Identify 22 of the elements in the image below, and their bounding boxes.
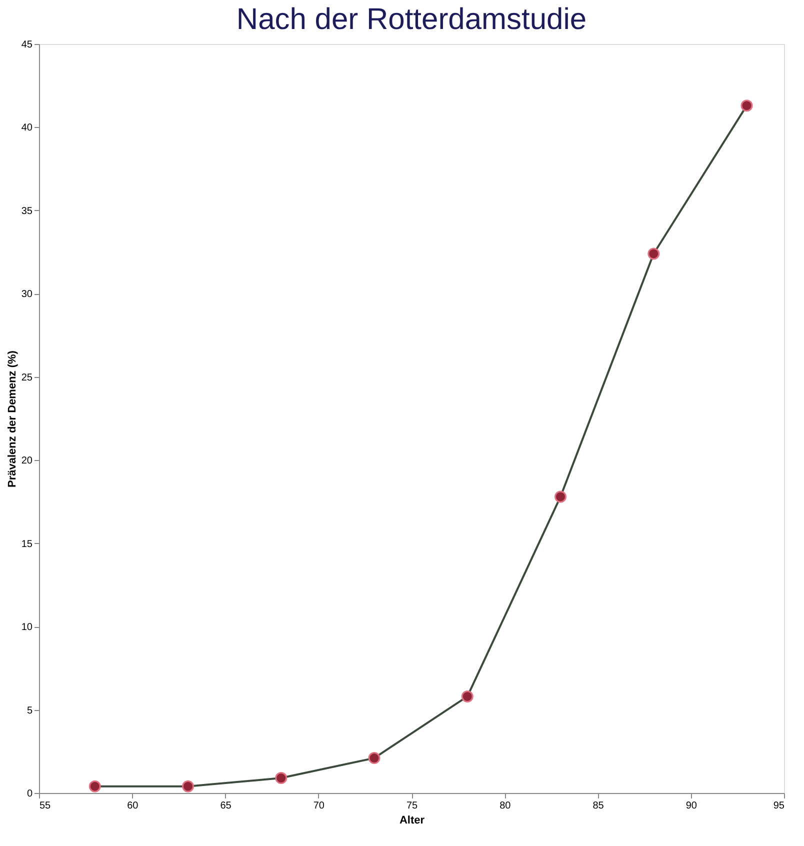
y-tick-label: 40 (21, 122, 33, 134)
x-tick-label: 55 (40, 800, 52, 812)
x-tick-label: 60 (127, 800, 139, 812)
x-tick-label: 90 (686, 800, 698, 812)
y-tick-label: 15 (21, 538, 33, 550)
y-tick-label: 25 (21, 372, 33, 384)
x-tick-label: 65 (220, 800, 232, 812)
x-axis-title: Alter (399, 814, 426, 826)
chart-title: Nach der Rotterdamstudie (236, 3, 587, 36)
x-tick-label: 95 (773, 800, 785, 812)
y-tick-label: 5 (26, 705, 33, 716)
x-tick-label: 80 (500, 800, 512, 812)
y-tick-label: 20 (21, 456, 33, 467)
y-tick-label: 35 (21, 206, 33, 217)
y-axis-title: Prävalenz der Demenz (%) (6, 350, 18, 488)
y-tick-label: 10 (21, 622, 33, 634)
x-tick-label: 75 (406, 800, 418, 812)
x-tick-label: 70 (313, 800, 325, 812)
x-tick-label: 85 (592, 800, 604, 812)
y-tick-label: 30 (21, 289, 33, 300)
y-tick-label: 45 (21, 40, 33, 50)
y-tick-label: 0 (26, 788, 33, 800)
